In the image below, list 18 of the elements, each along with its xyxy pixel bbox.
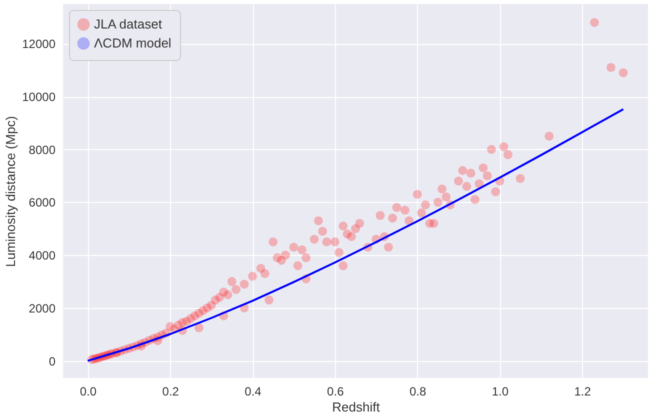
x-tick-label: 0.2 — [162, 384, 180, 398]
y-tick-label: 0 — [48, 354, 56, 368]
x-tick-label: 0.6 — [327, 384, 344, 398]
y-tick-label: 8000 — [28, 142, 56, 157]
legend-label: ΛCDM model — [94, 36, 172, 50]
y-tick-label: 6000 — [28, 196, 56, 210]
x-tick-label: 1.0 — [492, 384, 509, 398]
x-axis-title: Redshift — [332, 400, 380, 414]
x-tick-label: 0.0 — [80, 384, 97, 398]
y-tick-label: 2000 — [28, 301, 56, 316]
y-tick-label: 4000 — [28, 248, 56, 263]
y-tick-label: 10000 — [22, 90, 56, 104]
legend-label: JLA dataset — [94, 16, 162, 32]
x-tick-label: 0.8 — [409, 384, 426, 398]
x-tick-label: 0.4 — [244, 384, 262, 398]
x-tick-label: 1.2 — [574, 384, 592, 398]
y-tick-label: 12000 — [22, 37, 56, 52]
y-axis-title: Luminosity distance (Mpc) — [3, 116, 18, 267]
